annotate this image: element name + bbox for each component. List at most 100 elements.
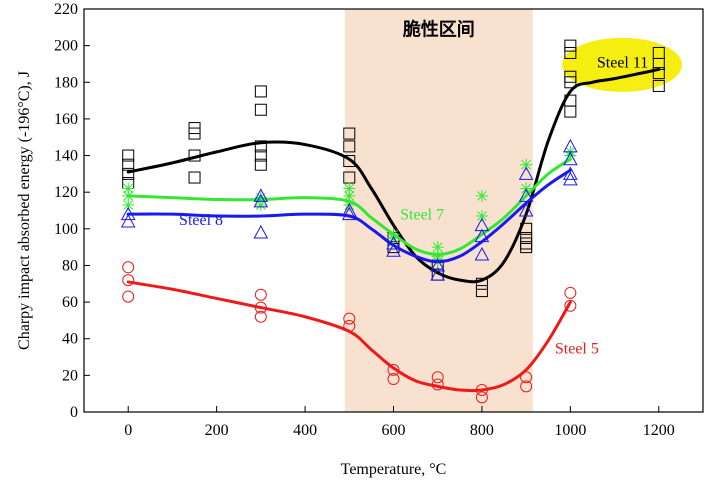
- steel-5-data-point: [387, 363, 400, 376]
- steel-5-data-point: [343, 319, 356, 332]
- steel-8-data-point: [430, 267, 446, 281]
- steel-8-data-point: [386, 243, 401, 257]
- steel-5-data-point: [122, 261, 135, 274]
- steel-8-data-point: [253, 224, 269, 239]
- steel-7-data-point: [475, 189, 488, 202]
- y-axis-title: Charpy impact absorbed energy (-196°C), …: [16, 71, 33, 350]
- steel-5-data-point: [254, 301, 267, 314]
- x-tick-label: 600: [382, 422, 406, 439]
- steel-7-data-point: [431, 241, 444, 254]
- steel-11-label: Steel 11: [597, 55, 648, 72]
- y-tick-label: 140: [54, 148, 78, 165]
- steel-11-data-point: [122, 149, 135, 162]
- x-tick-label: 1000: [554, 422, 586, 439]
- steel-5-data-point: [475, 391, 488, 404]
- steel-7-data-point: [343, 182, 356, 195]
- steel-8-data-point: [341, 202, 357, 217]
- y-tick-label: 80: [62, 257, 78, 274]
- steel-11-data-point: [652, 79, 665, 92]
- steel-11-data-point: [652, 67, 665, 80]
- steel-5-data-point: [343, 312, 356, 325]
- x-tick-label: 0: [124, 422, 132, 439]
- steel-8-data-point: [341, 206, 357, 221]
- x-tick-label: 400: [293, 422, 317, 439]
- steel-11-data-point: [122, 167, 135, 180]
- steel-8-data-point: [518, 202, 534, 217]
- brittle-zone-shading: [344, 9, 533, 412]
- steel-7-fit-curve: [126, 157, 572, 256]
- y-tick-label: 220: [54, 1, 78, 18]
- steel-7-label: Steel 7: [400, 207, 444, 224]
- steel-11-data-point: [254, 140, 267, 153]
- steel-5-data-point: [475, 384, 488, 397]
- steel-8-data-point: [563, 151, 578, 166]
- steel-5-data-point: [564, 299, 577, 312]
- steel-11-data-point: [122, 158, 135, 171]
- steel-8-data-point: [518, 188, 534, 202]
- steel-8-fit-curve: [126, 168, 572, 264]
- y-tick-label: 100: [54, 221, 78, 238]
- y-tick-label: 160: [54, 111, 78, 128]
- x-axis-title: Temperature, °C: [341, 461, 447, 478]
- steel-11-data-point: [254, 103, 267, 116]
- y-tick-label: 200: [54, 38, 78, 55]
- steel-11-data-point: [475, 285, 488, 298]
- steel-11-data-point: [652, 57, 665, 70]
- steel-11-data-point: [343, 127, 356, 140]
- steel-8-data-point: [518, 166, 534, 180]
- steel-11-data-point: [188, 127, 201, 140]
- steel-11-data-point: [343, 155, 356, 168]
- steel-5-data-point: [520, 380, 533, 393]
- steel-5-data-point: [254, 310, 267, 323]
- steel-11-data-point: [188, 171, 201, 184]
- steel-7-data-point: [520, 158, 533, 171]
- steel-8-data-point: [120, 206, 136, 221]
- steel-8-data-point: [253, 188, 269, 202]
- y-tick-label: 120: [54, 184, 78, 201]
- steel-7-data-point: [122, 182, 135, 195]
- x-tick-label: 1200: [643, 422, 675, 439]
- steel-5-data-point: [431, 378, 444, 391]
- steel-8-label: Steel 8: [179, 212, 223, 229]
- steel-5-data-point: [122, 274, 135, 287]
- steel-8-data-point: [386, 235, 401, 250]
- steel-11-data-point: [564, 105, 577, 118]
- steel-5-data-point: [564, 286, 577, 299]
- steel-7-data-point: [122, 199, 135, 212]
- steel-11-data-point: [475, 277, 488, 290]
- steel-8-data-point: [253, 193, 269, 208]
- steel-5-fit-curve: [126, 280, 572, 393]
- steel-8-data-point: [120, 213, 136, 228]
- steel-11-data-point: [520, 241, 533, 254]
- y-tick-label: 20: [62, 367, 78, 384]
- y-tick-label: 0: [70, 404, 78, 421]
- steel-8-data-point: [563, 171, 578, 186]
- steel-5-data-point: [254, 288, 267, 301]
- steel-11-data-point: [564, 39, 577, 52]
- y-tick-label: 180: [54, 74, 78, 91]
- steel-8-data-point: [430, 257, 446, 272]
- steel-7-data-point: [122, 189, 135, 202]
- steel-5-data-point: [387, 373, 400, 386]
- y-tick-label: 60: [62, 294, 78, 311]
- brittle-zone-label: 脆性区间: [402, 19, 475, 41]
- steel-5-data-point: [520, 371, 533, 384]
- steel-11-data-point: [520, 222, 533, 235]
- steel-7-data-point: [475, 209, 488, 222]
- x-tick-label: 200: [205, 422, 229, 439]
- steel-11-data-point: [564, 76, 577, 89]
- steel-5-data-point: [122, 290, 135, 303]
- steel-5-data-point: [431, 371, 444, 384]
- steel-11-data-point: [343, 140, 356, 153]
- steel-11-data-point: [188, 149, 201, 162]
- steel-11-data-point: [254, 85, 267, 98]
- steel-7-data-point: [564, 149, 577, 162]
- steel-8-data-point: [474, 246, 490, 261]
- steel-8-data-point: [563, 166, 578, 180]
- y-tick-label: 40: [62, 331, 78, 348]
- x-tick-label: 800: [470, 422, 494, 439]
- steel-5-label: Steel 5: [555, 340, 599, 357]
- steel-8-data-point: [474, 228, 490, 243]
- steel-11-fit-curve: [126, 67, 661, 284]
